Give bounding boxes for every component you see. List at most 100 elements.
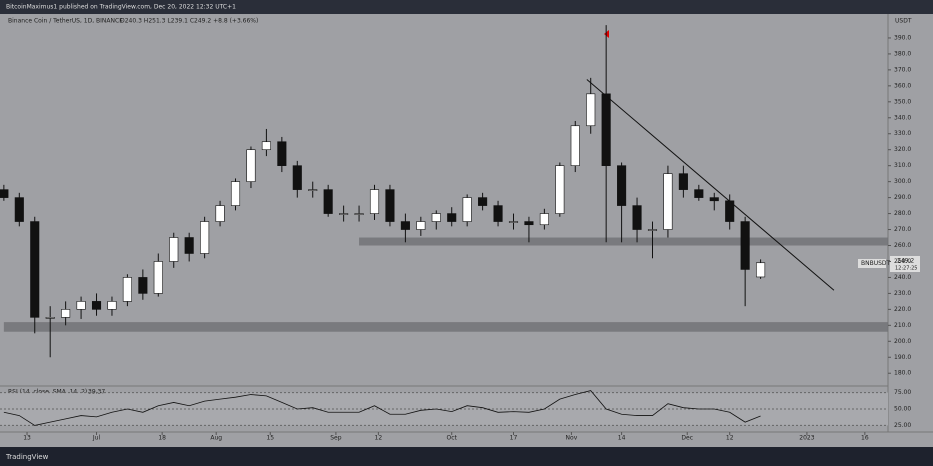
x-tick-label: Sep [330, 435, 342, 442]
candle-body [107, 301, 117, 310]
y-tick-label: 220.0 [894, 306, 911, 313]
candle-body [586, 93, 596, 127]
x-tick-label: Oct [447, 435, 458, 442]
candle-body [400, 221, 410, 230]
candle-body [555, 165, 565, 214]
y-tick-label: 270.0 [894, 226, 911, 233]
candle-body [339, 213, 349, 215]
ticker: BNBUSDT [861, 260, 891, 267]
candle-body [30, 221, 40, 318]
candle-body [462, 197, 472, 222]
y-tick-label: 330.0 [894, 130, 911, 137]
candle-body [601, 93, 611, 166]
candle-body [478, 197, 488, 206]
last-price: 249.2 [897, 258, 914, 265]
candle-body [416, 221, 426, 230]
candle-body [678, 173, 688, 190]
y-tick-label: 240.0 [894, 274, 911, 281]
candle-body [308, 189, 318, 191]
candle-body [385, 189, 395, 222]
x-tick-label: 14 [618, 435, 626, 442]
y-tick-label: 280.0 [894, 210, 911, 217]
x-tick-label: Dec [681, 435, 693, 442]
y-tick-label: 300.0 [894, 178, 911, 185]
candle-body [91, 301, 102, 310]
candle-body [292, 165, 302, 190]
y-tick-label: 290.0 [894, 194, 911, 201]
candle-body [632, 205, 642, 230]
x-tick-label: 13 [23, 435, 31, 442]
candle-body [617, 165, 627, 206]
y-tick-label: 180.0 [894, 370, 911, 377]
publisher: BitcoinMaximus1 published on TradingView… [6, 4, 236, 11]
y-tick-label: 230.0 [894, 290, 911, 297]
rsi-label: RSI (14, close, SMA, 14, 2) [8, 389, 87, 396]
support-zone [359, 237, 888, 246]
candle-body [354, 213, 364, 215]
y-tick-label: 350.0 [894, 98, 911, 105]
y-tick-label: 360.0 [894, 82, 911, 89]
candle-body [709, 197, 719, 202]
y-tick-label: 190.0 [894, 354, 911, 361]
x-tick-label: Jul [92, 435, 101, 442]
symbol: Binance Coin / TetherUS, 1D, BINANCE [8, 18, 123, 25]
candle-body [694, 189, 704, 198]
x-tick-label: 12 [726, 435, 734, 442]
y-tick-label: 310.0 [894, 162, 911, 169]
y-tick-label: 260.0 [894, 242, 911, 249]
candle-body [230, 181, 241, 206]
x-tick-label: Aug [210, 435, 222, 442]
candle-body [246, 149, 256, 182]
candle-body [45, 317, 55, 319]
x-tick-label: 12 [375, 435, 383, 442]
y-tick-label: 370.0 [894, 66, 911, 73]
candle-body [663, 173, 673, 230]
currency: USDT [895, 18, 912, 25]
candle-body [138, 277, 148, 294]
candle-body [61, 309, 71, 318]
bottom-bar [0, 447, 933, 466]
candle-body [447, 213, 457, 222]
y-tick-label: 390.0 [894, 34, 911, 41]
candle-body [76, 301, 86, 310]
price-box [890, 256, 920, 272]
support-zone [3, 322, 889, 332]
candle-body [539, 213, 549, 226]
x-tick-label: 17 [510, 435, 518, 442]
y-tick-label: 200.0 [894, 338, 911, 345]
y-tick-label: 340.0 [894, 114, 911, 121]
y-tick-label: 250.0 [894, 258, 911, 265]
candle-body [740, 221, 750, 270]
candle-body [524, 221, 534, 226]
candle-body [323, 189, 333, 214]
candle-body [277, 141, 287, 166]
candle-body [0, 189, 9, 198]
candle-body [184, 237, 194, 254]
candle-body [200, 221, 210, 254]
candle-body [122, 277, 132, 302]
candle-body [570, 125, 580, 166]
ohlc: O240.3 H251.3 L239.1 C249.2 +8.8 (+3.66%… [120, 18, 258, 25]
x-tick-label: 18 [158, 435, 166, 442]
countdown: 12:27:25 [895, 266, 917, 272]
y-tick-label: 50.00 [894, 406, 911, 413]
candle-body [493, 205, 503, 222]
candle-body [169, 237, 179, 262]
x-tick-label: Nov [566, 435, 578, 442]
x-tick-label: 16 [861, 435, 869, 442]
candle-body [756, 262, 766, 278]
footer-logo: TradingView [5, 453, 49, 461]
top-bar [0, 0, 933, 14]
candle-body [261, 141, 271, 151]
rsi-line [3, 390, 761, 426]
y-tick-label: 25.00 [894, 422, 911, 429]
x-tick-label: 15 [266, 435, 274, 442]
y-tick-label: 210.0 [894, 322, 911, 329]
candle-body [215, 205, 225, 222]
ticker-box [858, 259, 886, 268]
candle-body [647, 229, 658, 231]
x-tick-label: 2023 [799, 435, 814, 442]
candle-body [369, 189, 380, 214]
